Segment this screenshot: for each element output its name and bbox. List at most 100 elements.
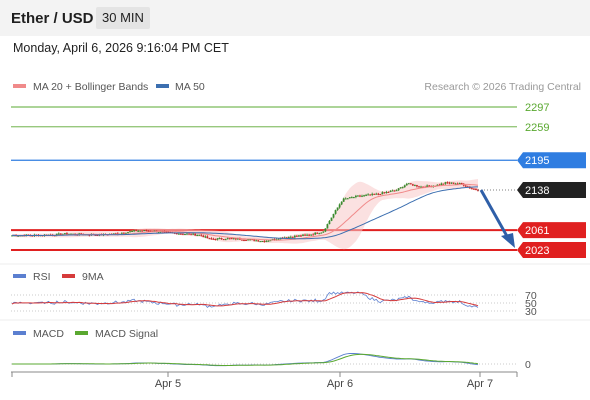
candle-body bbox=[125, 233, 127, 235]
candle-body bbox=[393, 190, 396, 192]
candle-body bbox=[328, 220, 331, 225]
candle-body bbox=[395, 190, 398, 192]
candle-body bbox=[454, 183, 457, 185]
candle-body bbox=[230, 238, 233, 240]
ma20-legend-swatch bbox=[13, 84, 26, 88]
candle-body bbox=[249, 239, 251, 241]
candle-body bbox=[257, 240, 260, 242]
candle-body bbox=[326, 224, 329, 229]
candle-body bbox=[216, 238, 219, 240]
level-label: 2061 bbox=[525, 225, 549, 237]
candle-body bbox=[460, 182, 463, 184]
candle-body bbox=[381, 192, 384, 195]
x-tick-label: Apr 7 bbox=[467, 378, 493, 390]
candle-body bbox=[177, 233, 180, 235]
candle-body bbox=[436, 184, 439, 186]
macd-tick: 0 bbox=[525, 359, 531, 371]
candle-body bbox=[267, 240, 270, 242]
candle-body bbox=[204, 236, 207, 238]
candle-body bbox=[379, 194, 382, 196]
candle-body bbox=[57, 233, 60, 235]
level-label: 2023 bbox=[525, 245, 549, 257]
candle-body bbox=[473, 188, 475, 190]
candle-body bbox=[446, 182, 449, 184]
header-bar: Ether / USD 30 MIN bbox=[0, 0, 590, 36]
ma20-legend-label: MA 20 + Bollinger Bands bbox=[33, 81, 148, 93]
candle-body bbox=[375, 193, 378, 195]
candle-body bbox=[306, 234, 308, 236]
candle-body bbox=[344, 198, 347, 200]
candle-body bbox=[322, 231, 325, 233]
candle-body bbox=[363, 195, 365, 197]
candle-body bbox=[220, 238, 223, 240]
rsi-tick: 70 bbox=[525, 290, 537, 302]
rsi-tick: 50 bbox=[525, 298, 537, 310]
macd-legend-swatch bbox=[13, 331, 26, 335]
ma50-line bbox=[11, 186, 478, 240]
candle-body bbox=[261, 240, 264, 242]
candle-body bbox=[263, 240, 266, 242]
candle-body bbox=[289, 236, 292, 238]
candle-body bbox=[399, 187, 402, 189]
candle-body bbox=[405, 183, 408, 186]
last-price-marker: 2138 bbox=[478, 181, 586, 198]
candle-body bbox=[196, 234, 199, 236]
candle-body bbox=[452, 182, 455, 184]
candle-body bbox=[377, 193, 380, 195]
candle-body bbox=[127, 232, 129, 234]
candle-body bbox=[428, 185, 431, 187]
candle-body bbox=[448, 182, 451, 184]
candle-body bbox=[269, 240, 272, 242]
level-tag bbox=[517, 242, 586, 258]
candle-body bbox=[365, 194, 367, 196]
candle-body bbox=[210, 238, 213, 240]
candle-body bbox=[206, 236, 209, 239]
candle-body bbox=[385, 191, 388, 193]
macd-signal-line bbox=[12, 353, 479, 366]
forecast-arrow-shaft bbox=[479, 189, 510, 239]
candle-body bbox=[184, 234, 186, 236]
candle-body bbox=[80, 233, 83, 235]
candle-body bbox=[232, 238, 235, 240]
candle-body bbox=[165, 231, 168, 233]
copyright-label: Research © 2026 Trading Central bbox=[424, 81, 581, 93]
candle-body bbox=[308, 234, 311, 236]
candle-body bbox=[401, 187, 404, 189]
candle-body bbox=[340, 201, 343, 205]
candle-body bbox=[342, 198, 345, 202]
candle-body bbox=[450, 182, 453, 184]
candle-body bbox=[224, 239, 227, 241]
candle-body bbox=[407, 183, 410, 185]
candle-body bbox=[318, 233, 321, 235]
candle-body bbox=[147, 230, 150, 232]
candle-body bbox=[300, 235, 302, 237]
candle-body bbox=[273, 239, 276, 241]
timeframe-badge[interactable]: 30 MIN bbox=[96, 7, 150, 29]
candle-body bbox=[212, 238, 215, 240]
candle-body bbox=[226, 238, 229, 240]
candle-body bbox=[192, 233, 195, 235]
candle-body bbox=[416, 185, 418, 187]
candle-body bbox=[334, 210, 337, 214]
candle-body bbox=[149, 230, 152, 232]
level-label: 2195 bbox=[525, 155, 549, 167]
candle-body bbox=[218, 238, 221, 240]
candle-body bbox=[208, 238, 211, 240]
candle-body bbox=[253, 239, 256, 241]
candle-body bbox=[64, 233, 66, 235]
candle-body bbox=[387, 191, 390, 193]
pair-title: Ether / USD bbox=[11, 10, 94, 27]
candle-body bbox=[409, 183, 412, 185]
candle-body bbox=[143, 230, 146, 232]
rsi-line bbox=[11, 291, 479, 308]
candle-body bbox=[458, 182, 461, 184]
candle-body bbox=[355, 195, 357, 198]
candle-body bbox=[236, 238, 239, 240]
candle-body bbox=[241, 239, 243, 241]
candle-body bbox=[222, 239, 225, 241]
candle-body bbox=[202, 235, 205, 238]
candle-body bbox=[190, 233, 192, 235]
candle-body bbox=[11, 235, 13, 237]
candle-body bbox=[422, 186, 424, 188]
